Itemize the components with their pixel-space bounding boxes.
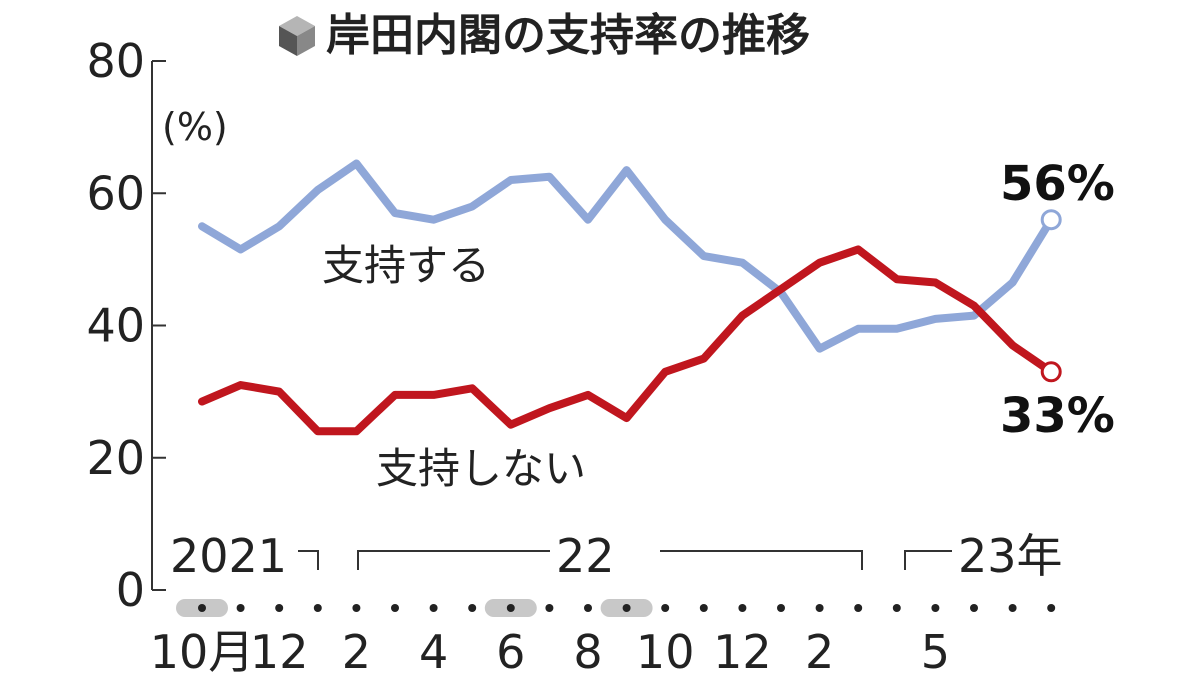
x-tick-label: 8 (573, 625, 602, 675)
month-dot (313, 604, 322, 612)
year-brackets (298, 550, 952, 570)
month-dot (699, 604, 708, 612)
month-dot (661, 604, 670, 612)
year-label-22: 22 (556, 529, 615, 583)
x-tick-label: 10 (636, 625, 695, 675)
year-label-2021: 2021 (170, 529, 287, 583)
month-dot (391, 604, 399, 612)
month-dot (584, 604, 592, 612)
month-dot (1008, 604, 1017, 612)
x-tick-label: 12 (250, 625, 309, 675)
series-line-oppose (198, 245, 1056, 436)
y-tick-label: 20 (86, 431, 145, 485)
series-label-support: 支持する (322, 241, 490, 290)
series-line-support (198, 159, 1056, 353)
month-dot (931, 604, 940, 612)
x-tick-label: 4 (419, 625, 448, 675)
x-tick-label: 5 (921, 625, 950, 675)
title-cube-icon (279, 16, 315, 56)
y-tick-label: 80 (86, 34, 145, 88)
month-dot (352, 604, 361, 612)
month-dot (468, 604, 477, 612)
month-dots (176, 599, 1056, 617)
month-dot (815, 604, 824, 612)
month-dot (892, 604, 901, 612)
month-dot (738, 604, 747, 612)
x-tick-label: 6 (496, 625, 525, 675)
month-dot (622, 604, 631, 612)
month-dot (506, 604, 515, 612)
month-dot (429, 604, 438, 612)
y-tick-label: 0 (116, 563, 145, 617)
end-point-oppose (1040, 361, 1062, 383)
end-point-support (1040, 209, 1062, 231)
month-dot (275, 604, 284, 612)
month-dot (1047, 604, 1056, 612)
y-tick-label: 40 (86, 299, 145, 353)
series-lines (198, 159, 1062, 436)
end-label-support: 56% (1000, 156, 1115, 212)
x-tick-label: 2 (342, 625, 371, 675)
month-dot (545, 604, 554, 612)
chart-title: 岸田内閣の支持率の推移 (326, 10, 810, 61)
month-dot (198, 604, 206, 612)
unit-label: (%) (162, 105, 228, 149)
month-dot (777, 604, 785, 612)
y-tick-label: 60 (86, 166, 145, 220)
month-dot (236, 604, 245, 612)
month-dot (854, 604, 863, 612)
month-dot (970, 604, 978, 612)
series-label-oppose: 支持しない (376, 444, 586, 493)
x-tick-label: 12 (713, 625, 772, 675)
x-tick-label: 2 (805, 625, 834, 675)
end-label-oppose: 33% (1000, 388, 1115, 444)
y-ticks: 0 20 40 60 80 (86, 34, 166, 617)
year-label-23: 23年 (958, 529, 1063, 583)
x-tick-label: 10月 (150, 625, 255, 675)
